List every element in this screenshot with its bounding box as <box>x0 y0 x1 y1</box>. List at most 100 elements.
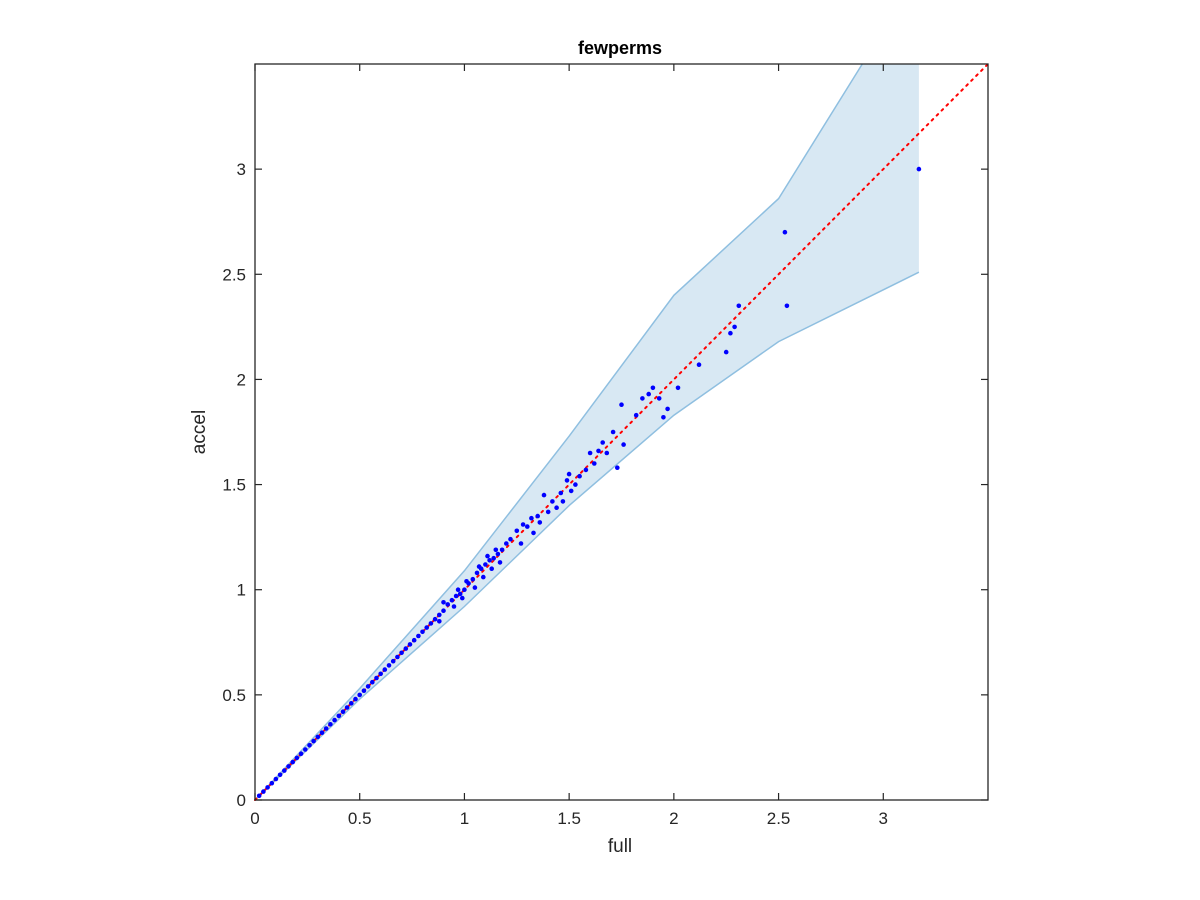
data-point <box>340 709 346 714</box>
data-point <box>349 701 354 706</box>
data-point <box>541 492 547 498</box>
data-point <box>675 385 681 391</box>
data-point <box>424 625 430 630</box>
data-point <box>344 705 350 710</box>
y-tick-label: 3 <box>237 160 246 179</box>
data-point <box>481 574 486 580</box>
data-point <box>462 587 467 592</box>
data-point <box>328 722 333 727</box>
data-point <box>583 467 589 473</box>
data-point <box>464 579 469 584</box>
data-point <box>441 600 446 605</box>
data-point <box>411 637 417 643</box>
identity-reference-line <box>254 63 989 801</box>
data-point <box>646 391 651 397</box>
data-point <box>504 541 509 546</box>
data-point <box>378 671 384 677</box>
data-point <box>537 520 543 525</box>
data-point <box>723 349 729 355</box>
axes-layer: 0 0.5 1 1.5 2 2.5 3 0 0.5 1 1.5 2 2.5 3 <box>222 63 989 828</box>
band-lower-edge <box>254 271 920 801</box>
data-point <box>728 330 733 336</box>
data-point <box>294 755 300 761</box>
y-axis-label: accel <box>189 410 210 454</box>
data-point <box>661 415 666 420</box>
data-point <box>485 553 490 559</box>
y-tick-label: 1.5 <box>222 476 246 495</box>
data-point <box>353 696 358 702</box>
data-point <box>395 654 400 660</box>
data-point <box>336 713 342 719</box>
data-point <box>298 751 304 756</box>
data-point <box>491 555 497 561</box>
y-tick-label: 0.5 <box>222 686 246 705</box>
data-point <box>592 461 597 466</box>
data-point <box>428 621 434 626</box>
y-tick-label: 1 <box>237 581 246 600</box>
data-point <box>323 726 329 731</box>
data-point <box>558 490 564 496</box>
data-point <box>382 667 388 672</box>
data-point <box>550 499 555 504</box>
data-point <box>568 488 574 494</box>
data-point <box>470 576 476 582</box>
x-tick-label: 3 <box>879 809 888 828</box>
data-point <box>455 587 461 592</box>
data-point <box>269 780 275 786</box>
data-point <box>916 166 922 172</box>
data-point <box>441 608 446 613</box>
data-point <box>493 547 499 553</box>
data-point <box>307 743 312 748</box>
data-points-layer <box>256 166 922 799</box>
data-point <box>495 551 501 557</box>
data-point <box>453 593 459 599</box>
data-point <box>416 633 421 639</box>
data-point <box>525 524 530 529</box>
y-tick-label: 2 <box>237 370 246 389</box>
data-point <box>460 595 465 601</box>
data-point <box>445 602 451 607</box>
data-point <box>633 412 639 418</box>
data-point <box>449 597 455 603</box>
data-point <box>403 646 409 651</box>
data-point <box>497 560 503 565</box>
data-point <box>520 522 526 527</box>
data-point <box>782 229 788 235</box>
data-point <box>256 793 262 799</box>
data-point <box>277 772 283 778</box>
data-point <box>282 768 287 773</box>
data-point <box>784 303 790 309</box>
data-point <box>610 429 616 435</box>
reference-line-layer <box>254 63 989 801</box>
x-tick-label: 1.5 <box>557 809 581 828</box>
y-tick-label: 0 <box>237 791 246 810</box>
x-tick-label: 1 <box>460 809 469 828</box>
data-point <box>732 324 737 330</box>
x-tick-label: 0.5 <box>348 809 372 828</box>
data-point <box>566 471 572 477</box>
data-point <box>508 536 513 542</box>
data-point <box>573 482 578 487</box>
data-point <box>374 675 379 681</box>
confidence-band-layer <box>254 63 920 801</box>
data-point <box>483 562 488 567</box>
data-point <box>499 547 505 553</box>
data-point <box>665 406 670 412</box>
data-point <box>365 684 371 689</box>
data-point <box>303 747 308 752</box>
data-point <box>529 515 534 521</box>
x-tick-label: 2.5 <box>767 809 791 828</box>
data-point <box>474 570 480 576</box>
data-point <box>437 612 442 618</box>
data-point <box>535 513 540 519</box>
data-point <box>650 385 656 391</box>
data-point <box>311 738 316 744</box>
data-point <box>577 473 582 479</box>
data-point <box>457 591 463 597</box>
data-point <box>531 530 536 536</box>
data-point <box>472 585 478 590</box>
data-point <box>370 679 375 685</box>
data-point <box>361 688 367 693</box>
data-point <box>261 789 266 794</box>
